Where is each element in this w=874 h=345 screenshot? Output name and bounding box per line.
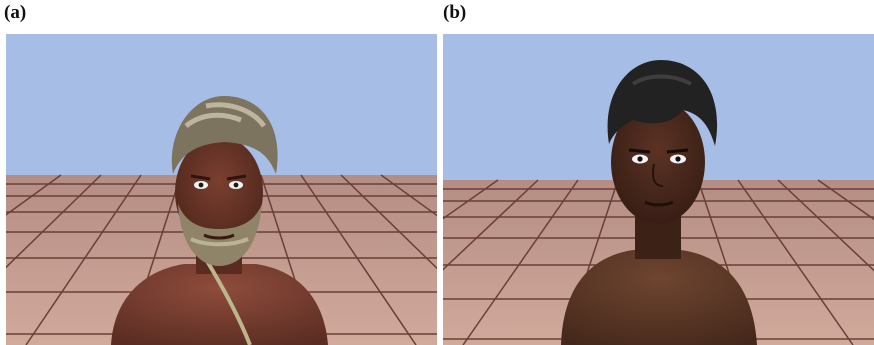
beard [178, 204, 262, 266]
panel-label-a: (a) [4, 2, 27, 23]
older-man-avatar-scene [6, 34, 437, 345]
mouth [644, 200, 674, 207]
young-man-avatar-scene [443, 34, 874, 345]
torso [561, 250, 757, 345]
panel-a-render [6, 34, 437, 345]
mouth [203, 233, 235, 240]
panel-label-b: (b) [443, 2, 467, 23]
shoulder-strap [202, 254, 252, 345]
face [175, 136, 263, 248]
face [611, 100, 705, 224]
torso [111, 264, 328, 345]
panel-b-render [443, 34, 874, 345]
